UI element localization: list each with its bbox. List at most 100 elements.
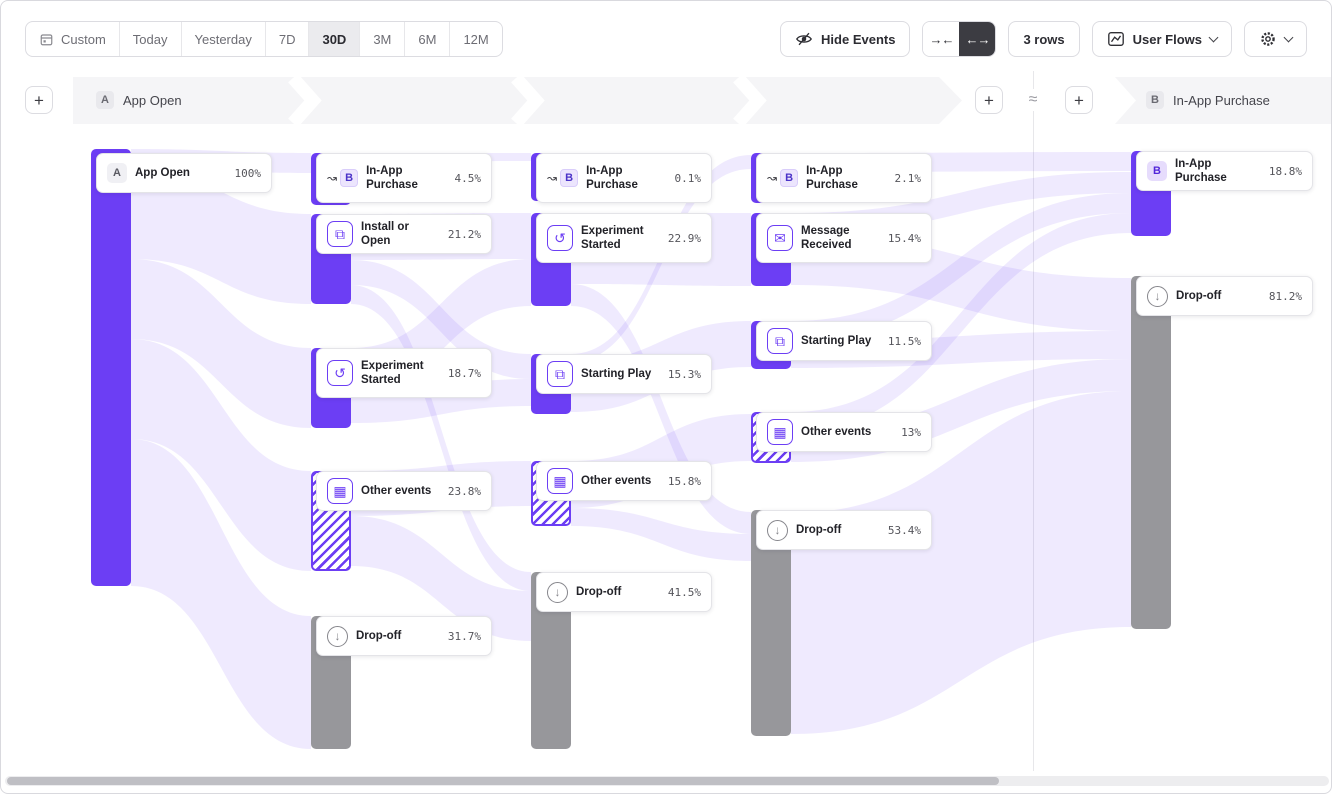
view-label: User Flows — [1132, 31, 1202, 47]
step-a-header[interactable]: A App Open — [96, 91, 182, 109]
calendar-icon — [40, 33, 53, 45]
message-icon: ✉ — [767, 225, 793, 251]
toolbar: Custom Today Yesterday 7D 30D 3M 6M 12M … — [25, 21, 1307, 57]
date-range-30d[interactable]: 30D — [308, 22, 360, 56]
view-dropdown[interactable]: User Flows — [1091, 21, 1232, 57]
node-percent: 18.7% — [447, 366, 481, 380]
flow-ribbon — [131, 439, 311, 749]
drop-off-icon: ↓ — [547, 581, 568, 603]
flow-node-experiment-started[interactable]: ↺ Experiment Started 18.7% — [316, 348, 492, 398]
step-a-badge: A — [96, 91, 114, 109]
collapse-columns-button[interactable]: →← — [923, 22, 960, 56]
add-step-button-end[interactable]: + — [1065, 86, 1093, 114]
flow-ribbon — [571, 508, 751, 561]
node-percent: 22.9% — [667, 231, 701, 245]
flow-node-drop-off[interactable]: ↓ Drop-off 41.5% — [536, 572, 712, 612]
hide-events-button[interactable]: Hide Events — [780, 21, 911, 57]
flow-node-drop-off[interactable]: ↓ Drop-off 31.7% — [316, 616, 492, 656]
flow-node-in-app-purchase-target[interactable]: B In-App Purchase 18.8% — [1136, 151, 1313, 191]
sankey-bar-drop-off[interactable] — [1131, 276, 1171, 629]
in-app-purchase-icon: ↝ B — [327, 169, 359, 187]
node-label: Drop-off — [796, 523, 842, 536]
event-b-badge: B — [340, 169, 359, 187]
node-label: Starting Play — [581, 367, 652, 380]
date-range-7d[interactable]: 7D — [264, 22, 309, 56]
date-range-yesterday[interactable]: Yesterday — [180, 22, 265, 56]
grid-icon: ▦ — [767, 419, 793, 445]
expand-columns-button[interactable]: ←→ — [959, 22, 996, 56]
date-range-today[interactable]: Today — [118, 22, 181, 56]
flow-node-message-received[interactable]: ✉ Message Received 15.4% — [756, 213, 932, 263]
step-b-header[interactable]: B In-App Purchase — [1146, 91, 1270, 109]
grid-icon: ▦ — [547, 468, 573, 494]
experiment-icon: ↺ — [547, 225, 573, 251]
event-a-badge: A — [107, 163, 127, 183]
flow-node-install-or-open[interactable]: ⧉ Install or Open 21.2% — [316, 214, 492, 254]
gear-icon — [1261, 32, 1275, 46]
flow-node-experiment-started[interactable]: ↺ Experiment Started 22.9% — [536, 213, 712, 263]
add-step-button-start[interactable]: + — [25, 86, 53, 114]
horizontal-scrollbar[interactable] — [5, 776, 1329, 786]
node-percent: 100% — [234, 166, 262, 180]
node-label: In-App Purchase — [586, 164, 638, 191]
flow-ribbon — [131, 339, 311, 571]
date-range-6m[interactable]: 6M — [404, 22, 449, 56]
node-percent: 15.4% — [887, 231, 921, 245]
node-percent: 15.8% — [667, 474, 701, 488]
band-chevron-icon — [511, 73, 545, 128]
sankey-bar-app-open[interactable] — [91, 149, 131, 586]
band-chevron-icon — [733, 73, 767, 128]
copy-icon: ⧉ — [547, 361, 573, 387]
wave-arrow-icon: ↝ — [327, 171, 338, 185]
node-percent: 41.5% — [667, 585, 701, 599]
flow-node-in-app-purchase[interactable]: ↝ B In-App Purchase 2.1% — [756, 153, 932, 203]
step-a-label: App Open — [123, 92, 182, 108]
flow-node-starting-play[interactable]: ⧉ Starting Play 15.3% — [536, 354, 712, 394]
node-label: Other events — [801, 425, 872, 438]
node-label: In-App Purchase — [366, 164, 418, 191]
rows-button[interactable]: 3 rows — [1008, 21, 1080, 57]
node-percent: 53.4% — [887, 523, 921, 537]
flow-node-drop-off[interactable]: ↓ Drop-off 81.2% — [1136, 276, 1313, 316]
event-b-badge: B — [1147, 161, 1167, 181]
flow-node-drop-off[interactable]: ↓ Drop-off 53.4% — [756, 510, 932, 550]
settings-dropdown[interactable] — [1244, 21, 1307, 57]
node-label: Other events — [361, 484, 432, 497]
date-range-12m[interactable]: 12M — [449, 22, 501, 56]
node-percent: 13% — [901, 425, 921, 439]
step-b-badge: B — [1146, 91, 1164, 109]
wave-arrow-icon: ↝ — [547, 171, 558, 185]
node-percent: 31.7% — [447, 629, 481, 643]
flow-node-in-app-purchase[interactable]: ↝ B In-App Purchase 4.5% — [316, 153, 492, 203]
chevron-down-icon — [1208, 32, 1219, 42]
node-percent: 4.5% — [454, 171, 482, 185]
chevron-down-icon — [1283, 32, 1294, 42]
flow-node-in-app-purchase[interactable]: ↝ B In-App Purchase 0.1% — [536, 153, 712, 203]
flow-node-app-open[interactable]: A App Open 100% — [96, 153, 272, 193]
flow-node-other-events[interactable]: ▦ Other events 15.8% — [536, 461, 712, 501]
node-percent: 21.2% — [447, 227, 481, 241]
flow-node-starting-play[interactable]: ⧉ Starting Play 11.5% — [756, 321, 932, 361]
node-percent: 23.8% — [447, 484, 481, 498]
flow-ribbon — [351, 285, 531, 591]
step-b-label: In-App Purchase — [1173, 92, 1270, 108]
node-label: Experiment Started — [581, 224, 644, 251]
eye-off-icon — [796, 32, 813, 46]
flow-node-other-events[interactable]: ▦ Other events 23.8% — [316, 471, 492, 511]
node-label: Drop-off — [576, 585, 622, 598]
drop-off-icon: ↓ — [1147, 285, 1168, 307]
chart-icon — [1107, 32, 1124, 46]
date-range-custom[interactable]: Custom — [26, 22, 119, 56]
add-step-button-middle[interactable]: + — [975, 86, 1003, 114]
flow-node-other-events[interactable]: ▦ Other events 13% — [756, 412, 932, 452]
scrollbar-thumb[interactable] — [7, 777, 999, 785]
toolbar-right: Hide Events →← ←→ 3 rows User Flows — [780, 21, 1307, 57]
date-range-label: Custom — [61, 31, 106, 47]
date-range-3m[interactable]: 3M — [359, 22, 404, 56]
hide-events-label: Hide Events — [821, 31, 896, 47]
column-width-toggle: →← ←→ — [922, 21, 997, 57]
node-label: Drop-off — [1176, 289, 1222, 302]
node-label: Other events — [581, 474, 652, 487]
date-range-group: Custom Today Yesterday 7D 30D 3M 6M 12M — [25, 21, 503, 57]
